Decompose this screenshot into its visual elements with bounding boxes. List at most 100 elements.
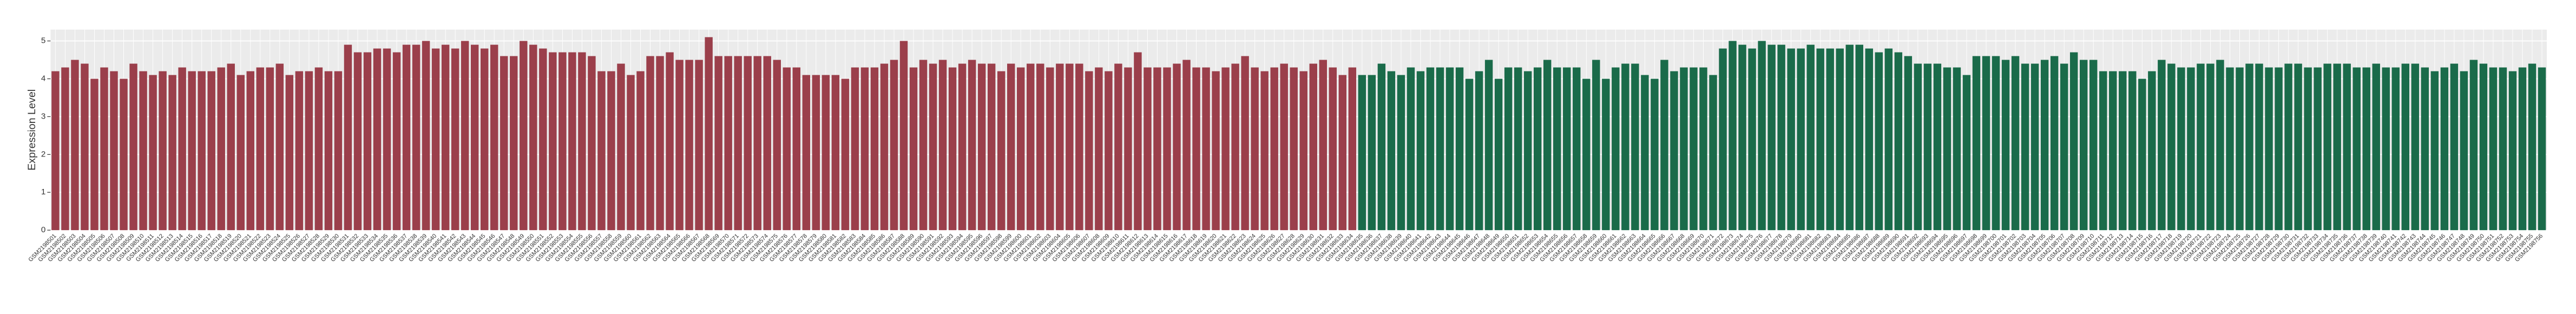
bar [1738,44,1746,231]
bar [363,52,372,231]
bar [2499,67,2507,231]
bar [2333,63,2341,231]
bar [997,71,1006,231]
bar [2469,60,2478,231]
bar [1416,71,1425,231]
bar [1533,67,1542,231]
bar [1612,67,1620,231]
bar [773,60,781,231]
bar [81,63,89,231]
bar [344,44,352,231]
bar [597,71,606,231]
bar [1660,60,1668,231]
bar [198,71,206,231]
bar [1504,67,1513,231]
bar [1348,67,1357,231]
bar [1377,63,1386,231]
bar [1173,63,1181,231]
bar [2245,63,2253,231]
bar [2069,52,2078,231]
bar [1241,56,1249,231]
bar [383,48,391,231]
bar [2138,78,2146,231]
bar [2528,63,2536,231]
bar [1923,63,1932,231]
bar [1095,67,1103,231]
bar [2206,63,2214,231]
bar [860,67,869,231]
bar [2440,67,2449,231]
bar [178,67,186,231]
bar [1114,63,1122,231]
bar [305,71,313,231]
bar [2294,63,2302,231]
bar [617,63,625,231]
bar [61,67,69,231]
bar [2460,71,2468,231]
bar [2158,60,2166,231]
bar [1338,75,1347,231]
bar [188,71,196,231]
bar [1066,63,1074,231]
bar [431,48,440,231]
bar [1260,71,1269,231]
bar [2314,67,2322,231]
bar [568,52,576,231]
bar [510,56,518,231]
bar [2411,63,2420,231]
bar [1407,67,1415,231]
bar [1972,56,1981,231]
bar [1719,48,1727,231]
bar [2265,67,2273,231]
bar [470,44,479,231]
bar [2489,67,2498,231]
bar [1465,78,1474,231]
bar [938,60,947,231]
bar [1445,67,1454,231]
bar [2538,67,2546,231]
bar [402,44,411,231]
bar [1602,78,1610,231]
bar [2197,63,2205,231]
bar [2148,71,2156,231]
bar [227,63,235,231]
bar [1914,63,1922,231]
y-tick-label: 2 [41,149,45,159]
bar [1875,52,1883,231]
bar [2382,67,2390,231]
bar [1251,67,1259,231]
bar [1729,41,1737,231]
bar [1455,67,1464,231]
bar [1904,56,1913,231]
bar [353,52,362,231]
bar [2255,63,2263,231]
bar [1806,44,1815,231]
bar [314,67,323,231]
bar [1543,60,1552,231]
bar [724,56,732,231]
bar [373,48,382,231]
bar [285,75,294,231]
bar [1563,67,1571,231]
bar [90,78,98,231]
bar [1982,56,1990,231]
bar [1027,63,1035,231]
bar [1494,78,1503,231]
bar [120,78,128,231]
bar [2040,60,2049,231]
bar [1163,67,1171,231]
bar [880,63,889,231]
bar [1231,63,1239,231]
bar [890,60,898,231]
bar [1699,67,1707,231]
bar [71,60,79,231]
bar [792,67,801,231]
bar [578,52,586,231]
bar [139,71,147,231]
bar [1894,52,1903,231]
bar [685,60,693,231]
bar [1280,63,1288,231]
bar [334,71,343,231]
bar [149,75,157,231]
bar [2011,56,2020,231]
